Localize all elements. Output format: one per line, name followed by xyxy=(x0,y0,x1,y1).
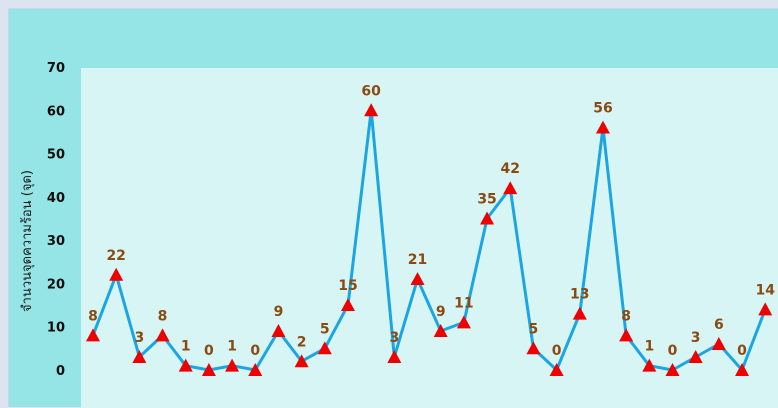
plot-area xyxy=(81,68,778,408)
data-label: 0 xyxy=(552,343,562,359)
data-point-marker xyxy=(595,120,610,134)
data-label: 8 xyxy=(158,308,168,324)
data-point-marker xyxy=(155,328,170,342)
series-markers xyxy=(86,103,773,376)
y-axis-ticks: 0 10 20 30 40 50 60 70 xyxy=(47,61,65,379)
data-label: 1 xyxy=(227,339,237,355)
data-point-marker xyxy=(433,324,448,337)
data-label: 22 xyxy=(106,248,125,264)
data-point-marker xyxy=(503,181,518,195)
data-label: 21 xyxy=(408,252,427,268)
data-label: 35 xyxy=(477,192,496,208)
data-label: 15 xyxy=(338,278,357,294)
y-tick-label: 0 xyxy=(56,364,65,379)
data-label: 0 xyxy=(737,343,747,359)
data-label: 9 xyxy=(436,304,446,320)
data-label: 1 xyxy=(181,339,191,355)
data-label: 3 xyxy=(691,330,701,346)
data-point-marker xyxy=(480,211,495,225)
data-point-marker xyxy=(271,324,286,337)
data-label: 3 xyxy=(389,330,399,346)
data-label: 9 xyxy=(274,304,284,320)
data-label: 0 xyxy=(250,343,260,359)
data-point-marker xyxy=(201,363,216,376)
data-point-marker xyxy=(642,358,657,372)
y-axis-title: จำนวนจุดความร้อน (จุด) xyxy=(20,170,35,312)
data-point-marker xyxy=(248,363,263,376)
data-label: 11 xyxy=(454,295,473,311)
data-point-marker xyxy=(665,363,680,376)
data-label: 14 xyxy=(755,282,775,298)
data-point-marker xyxy=(572,306,587,320)
data-label: 3 xyxy=(134,330,144,346)
data-point-marker xyxy=(109,267,124,281)
data-point-marker xyxy=(86,328,100,342)
data-label: 8 xyxy=(621,308,631,324)
data-point-marker xyxy=(549,363,564,376)
data-point-marker xyxy=(711,337,726,350)
data-label: 5 xyxy=(320,321,330,337)
data-point-marker xyxy=(132,350,147,363)
data-label: 56 xyxy=(593,101,612,117)
y-tick-label: 50 xyxy=(47,148,65,163)
data-label: 60 xyxy=(361,83,381,99)
y-tick-label: 20 xyxy=(47,277,65,292)
data-point-marker xyxy=(758,302,773,316)
data-label: 13 xyxy=(570,287,589,303)
data-label: 0 xyxy=(668,343,678,359)
data-point-marker xyxy=(456,315,471,329)
data-point-marker xyxy=(688,350,703,363)
data-point-marker xyxy=(619,328,634,342)
data-point-marker xyxy=(225,358,240,372)
data-label: 1 xyxy=(644,339,654,355)
y-tick-label: 60 xyxy=(47,104,65,119)
data-point-marker xyxy=(294,354,309,368)
data-label: 42 xyxy=(500,161,519,177)
data-label: 6 xyxy=(714,317,724,333)
y-tick-label: 70 xyxy=(47,61,65,76)
data-point-marker xyxy=(317,341,332,355)
data-label: 0 xyxy=(204,343,214,359)
data-point-marker xyxy=(735,363,750,376)
data-point-marker xyxy=(364,103,379,117)
data-point-marker xyxy=(526,341,541,355)
data-label: 5 xyxy=(529,321,539,337)
y-tick-label: 10 xyxy=(47,321,65,336)
data-point-marker xyxy=(387,350,402,363)
y-tick-label: 30 xyxy=(47,234,65,249)
data-point-marker xyxy=(340,298,355,312)
chart-panel: จำนวนจุดความร้อน (จุด) 0 10 20 30 40 50 60 70 8… xyxy=(8,8,778,408)
data-point-marker xyxy=(178,358,193,372)
y-tick-label: 40 xyxy=(47,191,65,206)
data-label: 2 xyxy=(297,334,307,350)
data-label: 8 xyxy=(88,308,98,324)
data-point-marker xyxy=(410,272,425,286)
